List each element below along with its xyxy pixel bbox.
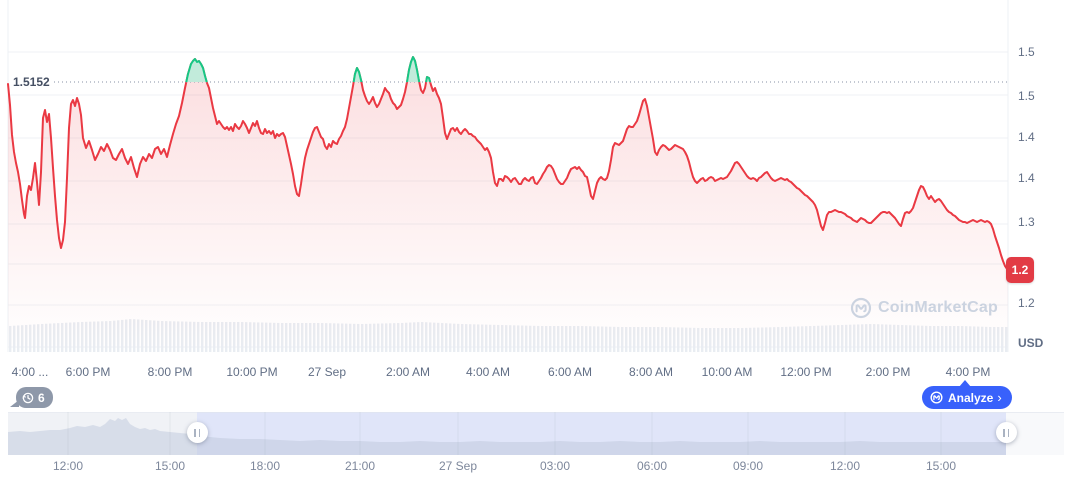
navigator-time-label: 09:00 bbox=[732, 459, 764, 473]
reference-price-label: 1.5152 bbox=[13, 75, 50, 89]
price-unit-label: USD bbox=[1018, 336, 1044, 350]
analyze-button[interactable]: Analyze › bbox=[922, 380, 1012, 409]
navigator-strip[interactable] bbox=[8, 412, 1064, 455]
watermark: CoinMarketCap bbox=[850, 297, 998, 319]
x-axis-label: 12:00 PM bbox=[780, 365, 832, 379]
x-axis-label: 27 Sep bbox=[307, 365, 347, 379]
navigator-time-label: 27 Sep bbox=[438, 459, 478, 473]
y-axis-label: 1.5 bbox=[1018, 89, 1035, 103]
navigator-time-label: 06:00 bbox=[636, 459, 668, 473]
history-count: 6 bbox=[38, 390, 45, 405]
navigator-left-handle[interactable] bbox=[186, 422, 208, 443]
x-axis-label: 2:00 PM bbox=[865, 365, 911, 379]
x-axis-label: 8:00 AM bbox=[628, 365, 674, 379]
current-price-badge: 1.2 bbox=[1006, 257, 1034, 283]
navigator-time-label: 21:00 bbox=[344, 459, 376, 473]
analyze-button-notch bbox=[959, 380, 971, 387]
navigator-time-label: 03:00 bbox=[539, 459, 571, 473]
x-axis-label: 4:00 ... bbox=[11, 365, 49, 379]
history-clock-icon bbox=[22, 392, 34, 403]
navigator-right-handle[interactable] bbox=[995, 422, 1017, 443]
y-axis-label: 1.4 bbox=[1018, 171, 1035, 185]
history-badge-tail bbox=[10, 400, 19, 407]
x-axis-label: 8:00 PM bbox=[147, 365, 193, 379]
analyze-button-label: Analyze bbox=[948, 390, 994, 405]
navigator-time-label: 12:00 bbox=[52, 459, 84, 473]
y-axis-label: 1.3 bbox=[1018, 215, 1035, 229]
x-axis-label: 6:00 PM bbox=[65, 365, 111, 379]
coinmarketcap-logo-icon bbox=[850, 297, 872, 319]
x-axis-label: 10:00 PM bbox=[226, 365, 278, 379]
watermark-text: CoinMarketCap bbox=[878, 299, 998, 316]
navigator-time-label: 15:00 bbox=[925, 459, 957, 473]
x-axis-label: 10:00 AM bbox=[701, 365, 753, 379]
history-badge[interactable]: 6 bbox=[10, 387, 53, 408]
price-line-chart[interactable] bbox=[0, 0, 1072, 360]
chevron-right-icon: › bbox=[997, 390, 1002, 405]
navigator-time-label: 12:00 bbox=[829, 459, 861, 473]
navigator-selected-range[interactable] bbox=[197, 413, 1006, 455]
navigator-time-label: 15:00 bbox=[154, 459, 186, 473]
x-axis-label: 4:00 PM bbox=[945, 365, 991, 379]
x-axis-label: 4:00 AM bbox=[465, 365, 511, 379]
y-axis-label: 1.2 bbox=[1018, 296, 1035, 310]
coinmarketcap-logo-icon bbox=[930, 391, 943, 404]
x-axis-label: 2:00 AM bbox=[385, 365, 431, 379]
y-axis-label: 1.5 bbox=[1018, 45, 1035, 59]
x-axis-label: 6:00 AM bbox=[547, 365, 593, 379]
y-axis-label: 1.4 bbox=[1018, 130, 1035, 144]
navigator-time-label: 18:00 bbox=[249, 459, 281, 473]
